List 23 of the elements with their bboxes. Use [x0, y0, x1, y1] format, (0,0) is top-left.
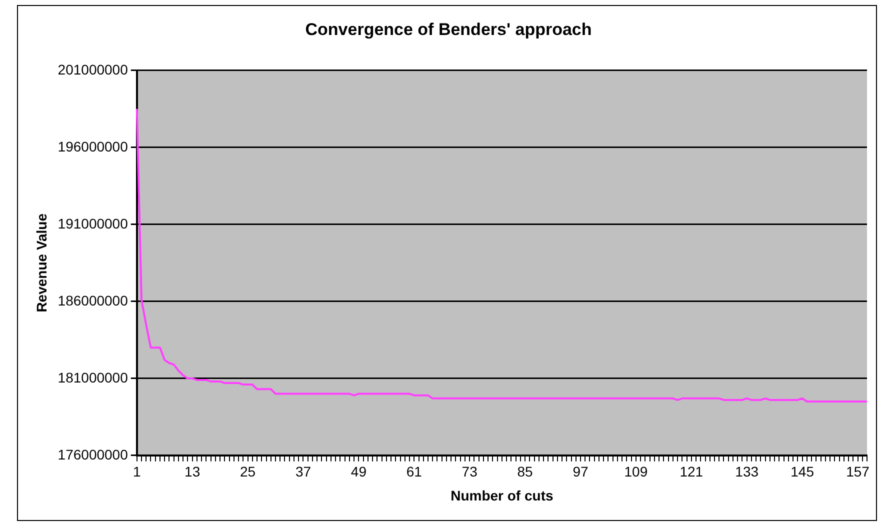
- y-tick-label: 191000000: [58, 215, 128, 232]
- x-tick-label: 157: [846, 464, 870, 480]
- x-tick-label: 37: [295, 464, 312, 480]
- y-tick-label: 196000000: [58, 138, 128, 154]
- x-tick-label: 1: [132, 464, 141, 480]
- y-tick-label: 186000000: [58, 292, 128, 308]
- x-tick-label: 61: [406, 464, 422, 480]
- x-tick-label: 49: [350, 464, 367, 480]
- x-tick-label: 85: [517, 464, 534, 480]
- x-tick-label: 13: [184, 464, 200, 480]
- x-axis-title: Number of cuts: [450, 487, 554, 504]
- x-tick-label: 73: [462, 464, 478, 480]
- y-axis-title: Revenue Value: [33, 213, 50, 312]
- x-tick-label: 133: [735, 464, 759, 480]
- x-tick-label: 97: [572, 464, 588, 480]
- y-tick-label: 176000000: [58, 446, 128, 462]
- y-tick-label: 181000000: [58, 369, 128, 386]
- x-tick-label: 121: [680, 464, 704, 480]
- x-tick-label: 109: [624, 464, 648, 480]
- y-tick-label: 201000000: [58, 61, 128, 78]
- x-tick-label: 145: [790, 464, 814, 480]
- x-tick-label: 25: [240, 464, 256, 480]
- chart-title: Convergence of Benders' approach: [305, 20, 592, 39]
